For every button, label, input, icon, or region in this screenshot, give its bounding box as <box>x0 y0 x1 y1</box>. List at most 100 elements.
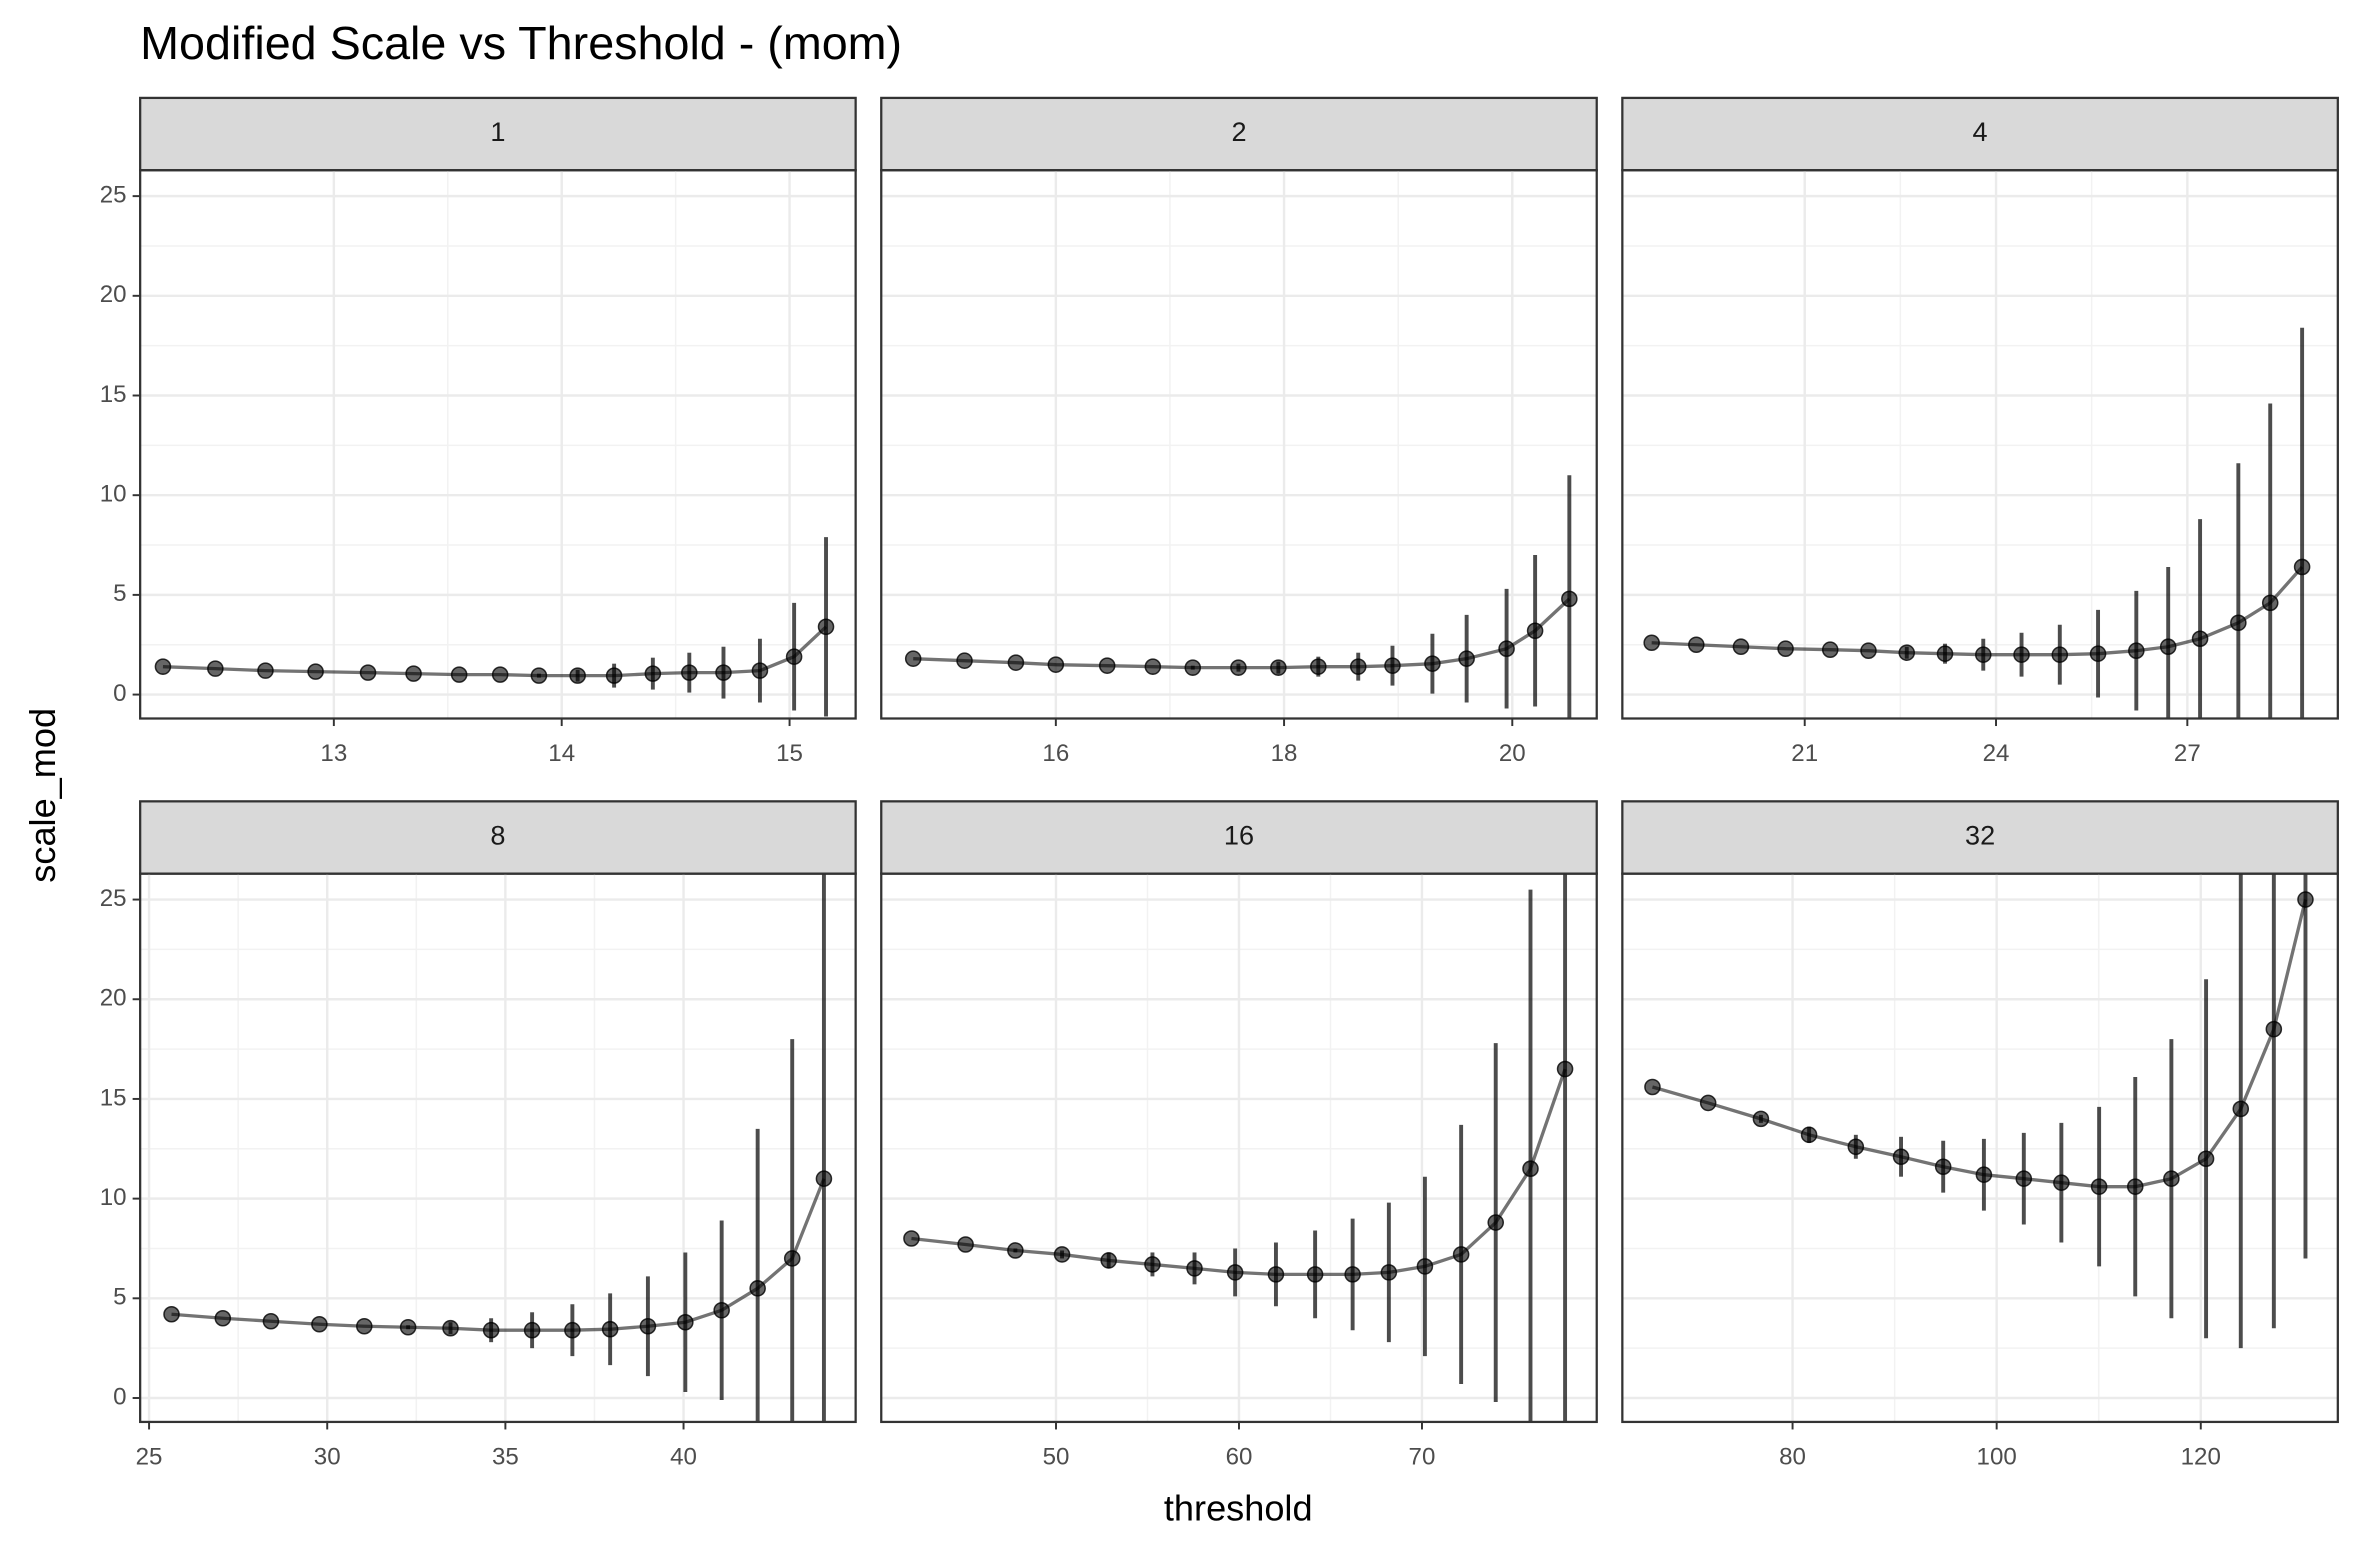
strip-background <box>1621 800 2339 875</box>
point <box>2163 1170 2180 1187</box>
point <box>359 664 377 681</box>
point <box>2197 1150 2215 1168</box>
panel-border <box>880 872 1598 1424</box>
point <box>1053 1246 1071 1263</box>
point <box>2090 1178 2108 1195</box>
point <box>1344 1266 1361 1283</box>
y-tick-label: 25 <box>100 181 127 208</box>
point <box>1777 640 1794 657</box>
chart-title: Modified Scale vs Threshold - (mom) <box>140 17 902 69</box>
point <box>1975 1166 1993 1183</box>
point <box>1898 644 1916 661</box>
strip-label: 2 <box>1231 116 1246 147</box>
point <box>442 1319 459 1337</box>
strip-background <box>139 800 857 875</box>
point <box>715 664 732 681</box>
strip-background <box>880 96 1598 172</box>
point <box>1699 1094 1717 1112</box>
point <box>1892 1148 1910 1166</box>
point <box>482 1321 500 1339</box>
point <box>1144 1256 1161 1273</box>
point <box>2126 1178 2144 1195</box>
y-tick-label: 10 <box>100 481 127 508</box>
point <box>355 1317 373 1335</box>
y-axis-label: scale_mod <box>22 708 63 883</box>
point <box>1267 1266 1285 1283</box>
y-tick-label: 20 <box>100 985 127 1012</box>
x-tick-label: 14 <box>548 740 575 767</box>
point <box>1270 659 1287 676</box>
point <box>1007 654 1025 671</box>
point <box>569 667 586 684</box>
point <box>214 1309 232 1327</box>
point <box>1186 1260 1203 1277</box>
x-tick-label: 70 <box>1409 1443 1436 1470</box>
x-tick-label: 16 <box>1042 740 1069 767</box>
x-tick-label: 60 <box>1226 1443 1253 1470</box>
point <box>1847 1138 1865 1156</box>
point <box>1732 638 1750 656</box>
point <box>154 658 172 675</box>
point <box>2015 1170 2033 1187</box>
point <box>1098 657 1116 674</box>
point <box>605 667 623 684</box>
point <box>2128 642 2145 659</box>
point <box>450 666 468 683</box>
x-tick-label: 120 <box>2181 1443 2221 1470</box>
point <box>1752 1110 1770 1128</box>
x-tick-label: 50 <box>1043 1443 1070 1470</box>
point <box>405 665 422 682</box>
x-tick-label: 24 <box>1983 740 2010 767</box>
point <box>815 1170 833 1187</box>
point <box>1860 642 1877 659</box>
strip-label: 16 <box>1224 820 1254 851</box>
point <box>1416 1258 1434 1275</box>
x-tick-label: 27 <box>2174 740 2201 767</box>
x-axis-label: threshold <box>1164 1487 1313 1528</box>
point <box>713 1301 730 1319</box>
point <box>564 1321 581 1339</box>
panel-border <box>139 169 857 720</box>
point <box>1934 1158 1952 1176</box>
point <box>2293 558 2311 576</box>
y-tick-label: 5 <box>113 1284 126 1311</box>
point <box>1349 658 1367 675</box>
point <box>2053 1174 2070 1191</box>
point <box>644 665 662 682</box>
point <box>2013 646 2030 663</box>
point <box>903 1230 920 1247</box>
point <box>1384 657 1401 674</box>
point <box>2230 614 2247 632</box>
point <box>2159 638 2177 656</box>
panel-data <box>154 537 835 717</box>
strip-background <box>1621 96 2339 172</box>
point <box>2089 645 2107 662</box>
point <box>1526 622 1544 640</box>
panel-data <box>163 873 833 1422</box>
point <box>681 664 698 681</box>
point <box>751 662 769 679</box>
x-tick-label: 25 <box>136 1443 163 1470</box>
point <box>307 663 324 680</box>
point <box>1688 636 1705 654</box>
point <box>523 1321 541 1339</box>
y-tick-label: 0 <box>113 1383 126 1410</box>
point <box>491 666 509 683</box>
y-tick-label: 5 <box>113 580 126 607</box>
x-tick-label: 15 <box>776 740 803 767</box>
point <box>677 1313 694 1331</box>
point <box>2191 630 2209 648</box>
point <box>749 1280 766 1297</box>
point <box>2297 891 2314 908</box>
point <box>639 1317 657 1335</box>
point <box>311 1315 328 1333</box>
strip-background <box>880 800 1598 875</box>
point <box>1821 641 1839 658</box>
point <box>783 1250 801 1267</box>
point <box>1644 1078 1661 1096</box>
strip-label: 4 <box>1973 116 1988 147</box>
point <box>2232 1100 2250 1118</box>
point <box>1184 659 1202 676</box>
point <box>1007 1242 1024 1259</box>
point <box>904 650 922 667</box>
